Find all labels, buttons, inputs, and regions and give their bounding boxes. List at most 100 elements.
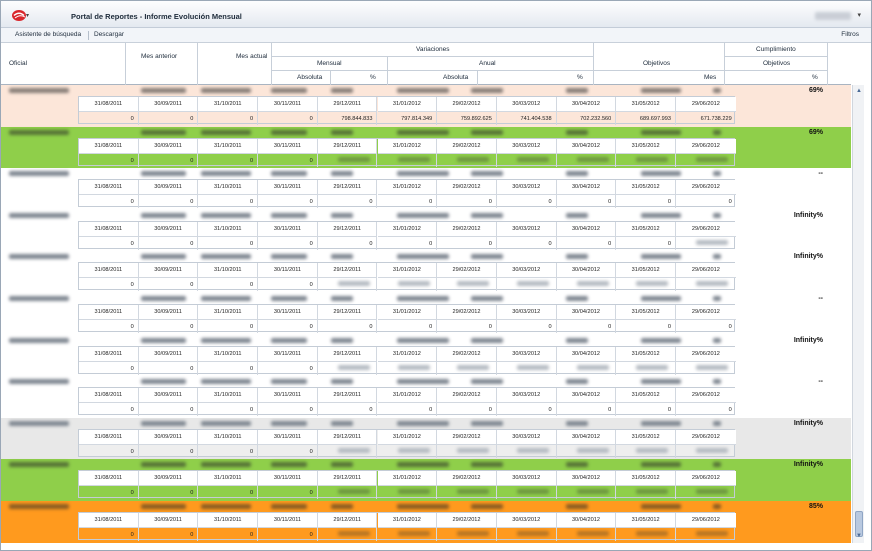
col-cumplimiento-pct[interactable]: %: [812, 74, 818, 81]
month-value-cell: 0: [616, 402, 676, 417]
table-row[interactable]: 69%: [1, 85, 851, 96]
month-value-cell: [496, 527, 557, 541]
app-logo-icon[interactable]: [11, 9, 31, 22]
month-date-cell: 29/12/2011: [317, 513, 378, 527]
month-value-cell: 0: [198, 485, 259, 500]
monthly-breakdown: 31/08/2011 0 30/09/2011 0 31/10/2011 0 30/11/2…: [78, 387, 736, 417]
table-row[interactable]: --: [1, 168, 851, 179]
col-pct-anual[interactable]: %: [577, 74, 583, 81]
user-name-redacted[interactable]: [815, 12, 851, 20]
month-date-cell: 29/06/2012: [676, 471, 736, 486]
month-date-cell: 31/01/2012: [377, 346, 438, 361]
month-date-cell: 30/04/2012: [556, 138, 617, 153]
col-objetivos[interactable]: Objetivos: [643, 60, 671, 67]
col-absoluta-anual[interactable]: Absoluta: [443, 74, 469, 81]
month-value-cell: 0: [138, 527, 199, 541]
month-date-cell: 30/09/2011: [138, 305, 199, 319]
scroll-down-icon[interactable]: ▼: [856, 533, 862, 539]
col-mes-actual[interactable]: Mes actual: [236, 53, 268, 60]
month-date-cell: 30/04/2012: [556, 263, 617, 278]
table-row[interactable]: Infinity%: [1, 210, 851, 221]
redacted-value: [397, 88, 449, 93]
month-value-cell: [377, 443, 438, 458]
redacted-value: [201, 420, 251, 426]
col-cumplimiento-objetivos[interactable]: Objetivos: [763, 60, 791, 67]
month-date-cell: 29/02/2012: [437, 305, 497, 319]
redacted-value: [271, 462, 307, 468]
redacted-value: [331, 337, 353, 343]
month-value-cell: 0: [258, 111, 318, 125]
table-row[interactable]: --: [1, 293, 851, 304]
month-date-cell: 29/12/2011: [317, 429, 378, 444]
month-date-cell: 30/09/2011: [138, 388, 199, 403]
table-row[interactable]: 85%: [1, 501, 851, 512]
redacted-value: [9, 171, 69, 177]
vertical-scrollbar[interactable]: ▲ ▼: [852, 85, 864, 543]
col-oficial[interactable]: Oficial: [9, 60, 28, 67]
redacted-value: [696, 281, 728, 287]
month-value-cell: [676, 443, 736, 458]
redacted-value: [331, 212, 353, 218]
month-date-cell: 31/08/2011: [79, 97, 139, 111]
month-value-cell: 0: [138, 485, 199, 500]
redacted-value: [201, 379, 251, 385]
table-row[interactable]: --: [1, 376, 851, 387]
month-date-cell: 31/08/2011: [79, 429, 139, 444]
redacted-value: [696, 239, 728, 245]
month-date-cell: 29/12/2011: [317, 180, 378, 195]
redacted-value: [566, 171, 588, 177]
col-absoluta-mensual[interactable]: Absoluta: [297, 74, 323, 81]
month-value-cell: [496, 277, 557, 292]
redacted-value: [331, 171, 353, 177]
month-date-cell: 29/02/2012: [437, 138, 497, 153]
search-wizard-button[interactable]: Asistente de búsqueda: [15, 31, 82, 38]
download-button[interactable]: Descargar: [94, 31, 124, 38]
col-mes[interactable]: Mes: [704, 74, 717, 81]
redacted-value: [201, 337, 251, 343]
month-value-cell: [616, 443, 676, 458]
redacted-value: [516, 281, 549, 287]
table-row[interactable]: Infinity%: [1, 251, 851, 262]
cumplimiento-pct: --: [818, 170, 823, 178]
scroll-up-icon[interactable]: ▲: [856, 88, 862, 94]
filters-button[interactable]: Filtros: [841, 31, 859, 38]
month-value-cell: 0: [79, 277, 139, 292]
redacted-value: [516, 531, 549, 536]
month-value-cell: 798.844.833: [317, 111, 378, 125]
table-row[interactable]: 69%: [1, 127, 851, 138]
col-pct-mensual[interactable]: %: [370, 74, 376, 81]
month-date-cell: 31/01/2012: [377, 429, 438, 444]
month-date-cell: 30/03/2012: [496, 346, 557, 361]
cumplimiento-pct: 69%: [808, 87, 823, 94]
app-menu-caret-icon[interactable]: ▾: [26, 13, 30, 19]
month-date-cell: 31/10/2011: [198, 263, 259, 278]
month-date-cell: 30/09/2011: [138, 429, 199, 444]
user-menu-caret-icon[interactable]: ▾: [857, 12, 861, 19]
redacted-value: [201, 462, 251, 468]
scroll-thumb[interactable]: [855, 511, 863, 537]
month-date-cell: 31/01/2012: [377, 97, 438, 111]
report-group: -- 31/08/2011 0 30/09/2011 0 31/10/2011 0 30/11…: [1, 376, 851, 418]
table-row[interactable]: Infinity%: [1, 459, 851, 470]
redacted-value: [566, 379, 588, 385]
cumplimiento-pct: Infinity%: [793, 336, 823, 344]
month-value-cell: 0: [556, 194, 617, 209]
cumplimiento-pct: Infinity%: [793, 253, 823, 261]
month-date-cell: 31/05/2012: [616, 221, 676, 236]
table-row[interactable]: Infinity%: [1, 418, 851, 429]
table-row[interactable]: Infinity%: [1, 335, 851, 346]
redacted-value: [397, 447, 430, 453]
redacted-value: [713, 88, 721, 93]
month-date-cell: 29/06/2012: [676, 263, 736, 278]
month-date-cell: 30/03/2012: [496, 305, 557, 319]
redacted-value: [641, 379, 681, 385]
redacted-value: [337, 489, 370, 495]
col-mes-anterior[interactable]: Mes anterior: [141, 53, 178, 60]
month-value-cell: [437, 360, 497, 375]
redacted-value: [141, 212, 186, 218]
month-date-cell: 31/10/2011: [198, 513, 259, 527]
redacted-value: [471, 254, 503, 260]
redacted-value: [271, 254, 307, 260]
redacted-value: [713, 212, 721, 218]
col-variaciones: Variaciones: [416, 46, 450, 53]
